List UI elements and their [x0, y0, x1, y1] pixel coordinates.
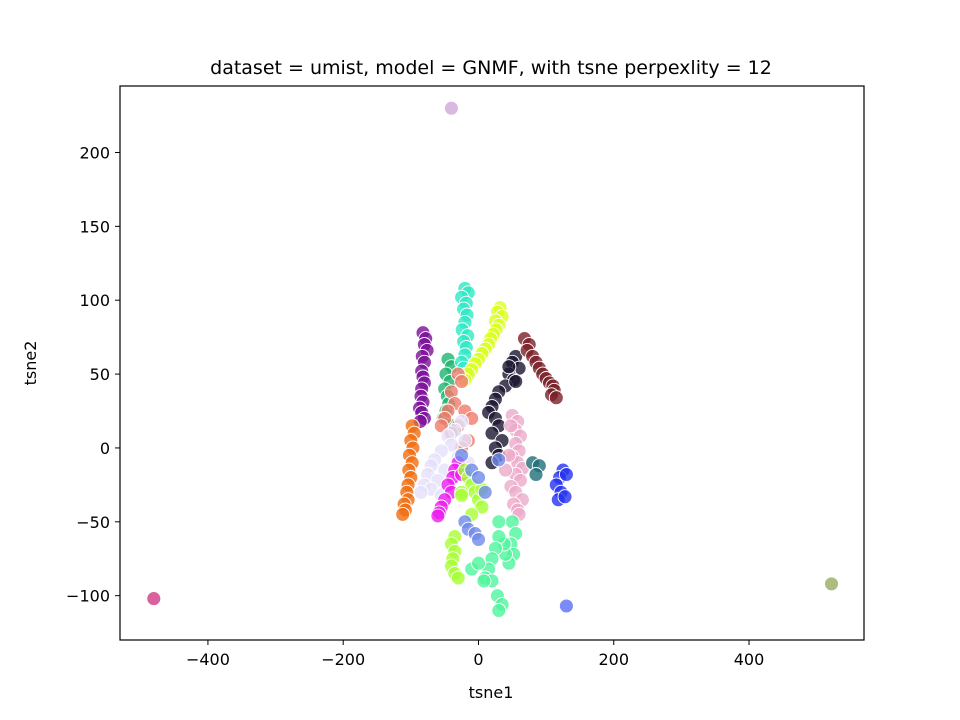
scatter-point — [528, 467, 544, 482]
x-tick-label: 0 — [473, 650, 483, 669]
x-tick-label: −400 — [186, 650, 230, 669]
scatter-point — [474, 499, 490, 515]
scatter-point — [491, 514, 507, 530]
scatter-point — [508, 374, 524, 389]
scatter-point — [503, 418, 519, 434]
plot-frame — [119, 85, 865, 641]
scatter-point — [395, 506, 411, 522]
scatter-point — [433, 418, 449, 434]
y-tick-label: −50 — [76, 513, 110, 532]
scatter-point — [454, 447, 470, 463]
scatter-point — [557, 489, 573, 505]
y-tick-label: 100 — [79, 291, 110, 310]
y-tick-label: 0 — [100, 439, 110, 458]
scatter-point — [498, 462, 513, 478]
x-tick-label: 200 — [598, 650, 629, 669]
scatter-point — [477, 484, 493, 500]
scatter-point — [471, 470, 486, 485]
scatter-point — [824, 576, 839, 592]
y-tick-label: −100 — [66, 587, 110, 606]
scatter-point — [484, 425, 500, 441]
scatter-point — [558, 467, 574, 482]
scatter-point — [454, 374, 470, 389]
scatter-point — [501, 359, 517, 375]
scatter-point — [430, 508, 446, 524]
scatter-point — [548, 390, 564, 406]
scatter-point — [443, 100, 459, 116]
x-tick-label: −200 — [321, 650, 365, 669]
points-layer — [146, 100, 839, 618]
y-tick-label: 200 — [79, 143, 110, 162]
scatter-point — [471, 555, 486, 571]
scatter-point — [454, 487, 470, 503]
scatter-point — [558, 598, 574, 614]
scatter-point — [476, 573, 492, 589]
scatter-point — [491, 603, 507, 618]
scatter-point — [471, 532, 486, 547]
y-tick-label: 150 — [79, 217, 110, 236]
scatter-point — [413, 484, 429, 500]
x-axis: −400 −200 0 200 400 — [186, 640, 764, 669]
scatter-point — [146, 591, 162, 607]
x-tick-label: 400 — [734, 650, 765, 669]
y-axis: −100 −50 0 50 100 150 200 — [66, 143, 120, 606]
x-axis-label: tsne1 — [469, 683, 514, 702]
scatter-point — [491, 452, 507, 468]
scatter-point — [450, 570, 466, 586]
y-axis-label: tsne2 — [21, 341, 40, 386]
chart-title: dataset = umist, model = GNMF, with tsne… — [210, 57, 772, 79]
scatter-point — [457, 433, 473, 449]
y-tick-label: 50 — [90, 365, 110, 384]
